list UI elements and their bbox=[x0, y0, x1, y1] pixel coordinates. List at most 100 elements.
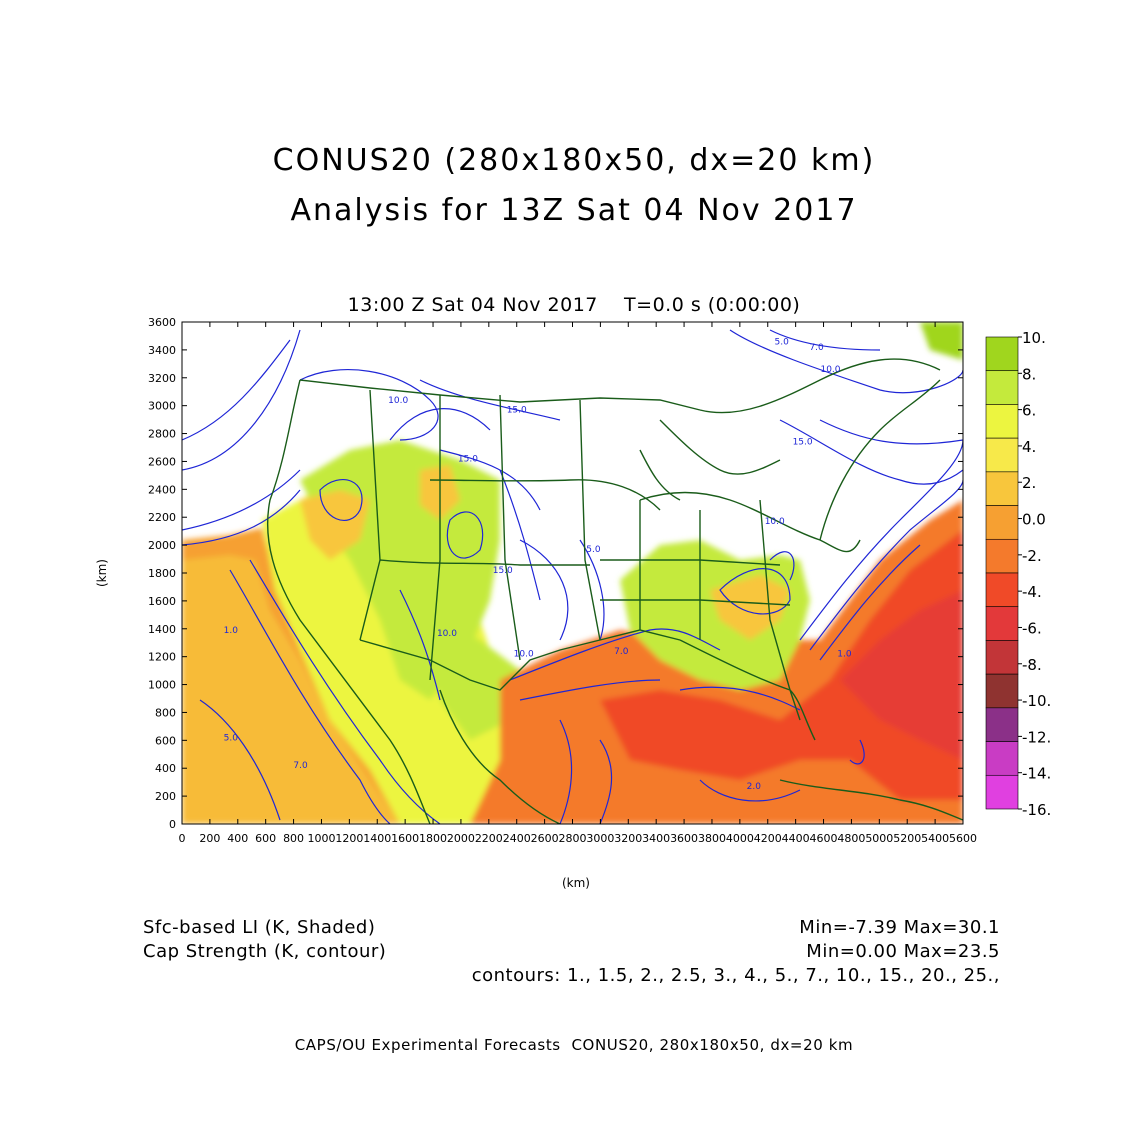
colorbar-swatch bbox=[985, 572, 1019, 608]
colorbar-label: -14. bbox=[1022, 765, 1051, 783]
x-tick-label: 5200 bbox=[893, 832, 921, 845]
y-tick-label: 800 bbox=[155, 706, 176, 719]
y-tick-label: 1800 bbox=[148, 567, 176, 580]
x-tick-label: 4600 bbox=[810, 832, 838, 845]
contour-label: 5.0 bbox=[775, 337, 790, 347]
x-tick-label: 2400 bbox=[503, 832, 531, 845]
x-tick-label: 3800 bbox=[698, 832, 726, 845]
x-tick-label: 3600 bbox=[670, 832, 698, 845]
colorbar-label: 6. bbox=[1022, 402, 1036, 420]
legend-contour-levels: contours: 1., 1.5, 2., 2.5, 3., 4., 5., … bbox=[471, 965, 1000, 986]
y-tick-label: 3200 bbox=[148, 372, 176, 385]
colorbar-label: -2. bbox=[1022, 547, 1042, 565]
x-tick-label: 2000 bbox=[447, 832, 475, 845]
li-field-pacific-gold bbox=[182, 555, 400, 824]
li-field-gulf-red bbox=[600, 530, 963, 800]
y-tick-label: 2400 bbox=[148, 483, 176, 496]
plot-title-line2: Analysis for 13Z Sat 04 Nov 2017 bbox=[290, 193, 858, 228]
x-tick-label: 2200 bbox=[475, 832, 503, 845]
contour-label: 5.0 bbox=[224, 733, 239, 743]
y-tick-label: 1600 bbox=[148, 595, 176, 608]
contour-label: 10.0 bbox=[820, 365, 840, 375]
plot-title-line1: CONUS20 (280x180x50, dx=20 km) bbox=[272, 143, 876, 178]
y-tick-label: 1200 bbox=[148, 651, 176, 664]
contour-label: 7.0 bbox=[614, 647, 629, 657]
x-tick-label: 3400 bbox=[642, 832, 670, 845]
x-tick-label: 4400 bbox=[782, 832, 810, 845]
colorbar-swatch bbox=[985, 741, 1019, 776]
colorbar-swatch bbox=[985, 404, 1019, 439]
y-axis: 0 200 400 600 800 1000 1200 1400 1600 1800 2000 220… bbox=[148, 316, 963, 831]
x-axis-label: (km) bbox=[562, 876, 590, 890]
colorbar-swatch bbox=[985, 606, 1019, 641]
y-tick-label: 600 bbox=[155, 734, 176, 747]
y-tick-label: 3000 bbox=[148, 400, 176, 413]
colorbar-label: -10. bbox=[1022, 692, 1051, 710]
x-tick-label: 2800 bbox=[559, 832, 587, 845]
colorbar: 10. 8. 6. 4. 2. 0.0 -2. -4. -6. -8. -10. -12. -14. -1… bbox=[985, 329, 1051, 819]
colorbar-swatch bbox=[985, 505, 1019, 540]
contour-label: 1.0 bbox=[224, 626, 239, 636]
cap-contours bbox=[182, 329, 963, 824]
x-tick-label: 400 bbox=[227, 832, 248, 845]
colorbar-swatch bbox=[985, 538, 1019, 574]
colorbar-swatch bbox=[985, 673, 1019, 709]
x-tick-label: 3000 bbox=[586, 832, 614, 845]
x-tick-label: 4000 bbox=[726, 832, 754, 845]
contour-label: 15.0 bbox=[458, 454, 478, 464]
legend-shaded-field: Sfc-based LI (K, Shaded) bbox=[143, 917, 376, 938]
legend-contour-field: Cap Strength (K, contour) bbox=[143, 941, 387, 962]
colorbar-swatch bbox=[985, 640, 1019, 675]
y-tick-label: 1400 bbox=[148, 623, 176, 636]
colorbar-label: -4. bbox=[1022, 583, 1042, 601]
y-tick-label: 2800 bbox=[148, 428, 176, 441]
geographic-borders bbox=[267, 358, 963, 824]
colorbar-label: -12. bbox=[1022, 728, 1051, 746]
x-tick-label: 5400 bbox=[921, 832, 949, 845]
x-tick-label: 4200 bbox=[754, 832, 782, 845]
contour-label: 10.0 bbox=[388, 396, 408, 406]
contour-label: 10.0 bbox=[514, 650, 534, 660]
y-axis-label: (km) bbox=[95, 559, 109, 587]
colorbar-label: 0.0 bbox=[1022, 511, 1046, 529]
contour-label-group: 5.0 7.0 10.0 10.0 15.0 15.0 15.0 15.0 5.0 10.0 10.… bbox=[224, 337, 852, 792]
contour-label: 10.0 bbox=[437, 629, 457, 639]
contour-label: 1.0 bbox=[837, 650, 852, 660]
map-area bbox=[182, 322, 963, 824]
li-field-southeast-gold bbox=[710, 575, 790, 640]
colorbar-label: 4. bbox=[1022, 438, 1036, 456]
contour-label: 15.0 bbox=[793, 438, 813, 448]
contour-label: 7.0 bbox=[809, 343, 824, 353]
x-tick-label: 5000 bbox=[865, 832, 893, 845]
colorbar-label: -6. bbox=[1022, 619, 1042, 637]
x-tick-label: 0 bbox=[179, 832, 186, 845]
y-tick-label: 3400 bbox=[148, 344, 176, 357]
contour-label: 15.0 bbox=[507, 406, 527, 416]
li-field-northeast-corner bbox=[920, 322, 963, 360]
colorbar-label: 2. bbox=[1022, 474, 1036, 492]
colorbar-swatch bbox=[985, 336, 1019, 372]
colorbar-swatch bbox=[985, 707, 1019, 742]
li-field-atlantic bbox=[840, 590, 963, 760]
x-tick-label: 1600 bbox=[391, 832, 419, 845]
y-tick-label: 2200 bbox=[148, 511, 176, 524]
x-axis: 0 200 400 600 800 1000 1200 1400 1600 1800 2000 220… bbox=[179, 322, 977, 845]
contour-label: 7.0 bbox=[293, 761, 308, 771]
x-tick-label: 5600 bbox=[949, 832, 977, 845]
x-tick-label: 600 bbox=[255, 832, 276, 845]
colorbar-swatch bbox=[985, 471, 1019, 506]
x-tick-label: 1800 bbox=[419, 832, 447, 845]
legend-contour-minmax: Min=0.00 Max=23.5 bbox=[806, 941, 1000, 962]
colorbar-label: 8. bbox=[1022, 365, 1036, 383]
contour-label: 10.0 bbox=[765, 517, 785, 527]
y-tick-label: 400 bbox=[155, 762, 176, 775]
colorbar-label: -8. bbox=[1022, 656, 1042, 674]
li-field-plains bbox=[430, 620, 520, 740]
contour-label: 15.0 bbox=[493, 566, 513, 576]
colorbar-swatch bbox=[985, 370, 1019, 405]
y-tick-label: 200 bbox=[155, 790, 176, 803]
colorbar-label: 10. bbox=[1022, 329, 1046, 347]
contour-label: 2.0 bbox=[747, 782, 762, 792]
legend-shaded-minmax: Min=-7.39 Max=30.1 bbox=[799, 917, 1000, 938]
